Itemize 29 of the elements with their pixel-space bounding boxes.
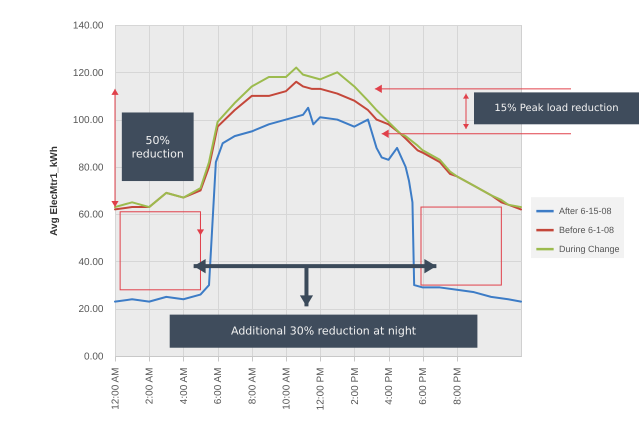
legend-label: After 6-15-08 [559,206,612,216]
y-tick-label: 140.00 [72,20,104,32]
y-tick-label: 20.00 [78,304,104,316]
x-tick-label: 12:00 AM [110,368,122,410]
x-tick-label: 6:00 PM [418,368,430,405]
y-tick-label: 100.00 [72,115,104,126]
y-tick-label: 60.00 [78,210,104,221]
callout-box: 15% Peak load reduction [474,92,639,124]
x-tick-label: 12:00 PM [316,368,327,410]
annotation: 50% reduction [132,134,184,160]
legend-label: Before 6-1-08 [559,225,614,236]
x-tick-label: 10:00 AM [281,368,292,410]
x-tick-label: 2:00 AM [144,368,156,404]
callout-box: 50% reduction [122,112,194,182]
x-tick-label: 6:00 AM [213,368,224,404]
x-tick-label: 4:00 PM [384,368,396,405]
x-tick-label: 8:00 AM [247,368,258,404]
y-tick-label: 40.00 [78,256,104,268]
y-tick-label: 120.00 [72,68,104,79]
y-axis-title: Avg ElecMtr1_kWh [48,146,60,236]
annotation: Additional 30% reduction at night [230,324,417,338]
legend-label: During Change [559,244,620,254]
callout-box: Additional 30% reduction at night [170,314,478,348]
x-tick-label: 8:00 PM [452,368,464,405]
x-tick-label: 2:00 PM [350,368,361,405]
x-tick-label: 4:00 AM [178,368,190,404]
y-tick-label: 80.00 [78,162,104,174]
y-tick-label: 0.00 [84,352,104,362]
annotation: 15% Peak load reduction [494,102,619,114]
